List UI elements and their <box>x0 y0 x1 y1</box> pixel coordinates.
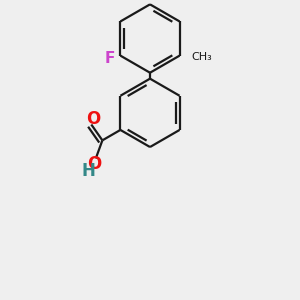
Text: O: O <box>87 155 101 173</box>
Text: H: H <box>81 162 95 180</box>
Text: F: F <box>105 51 115 66</box>
Text: O: O <box>86 110 100 128</box>
Text: CH₃: CH₃ <box>191 52 212 62</box>
